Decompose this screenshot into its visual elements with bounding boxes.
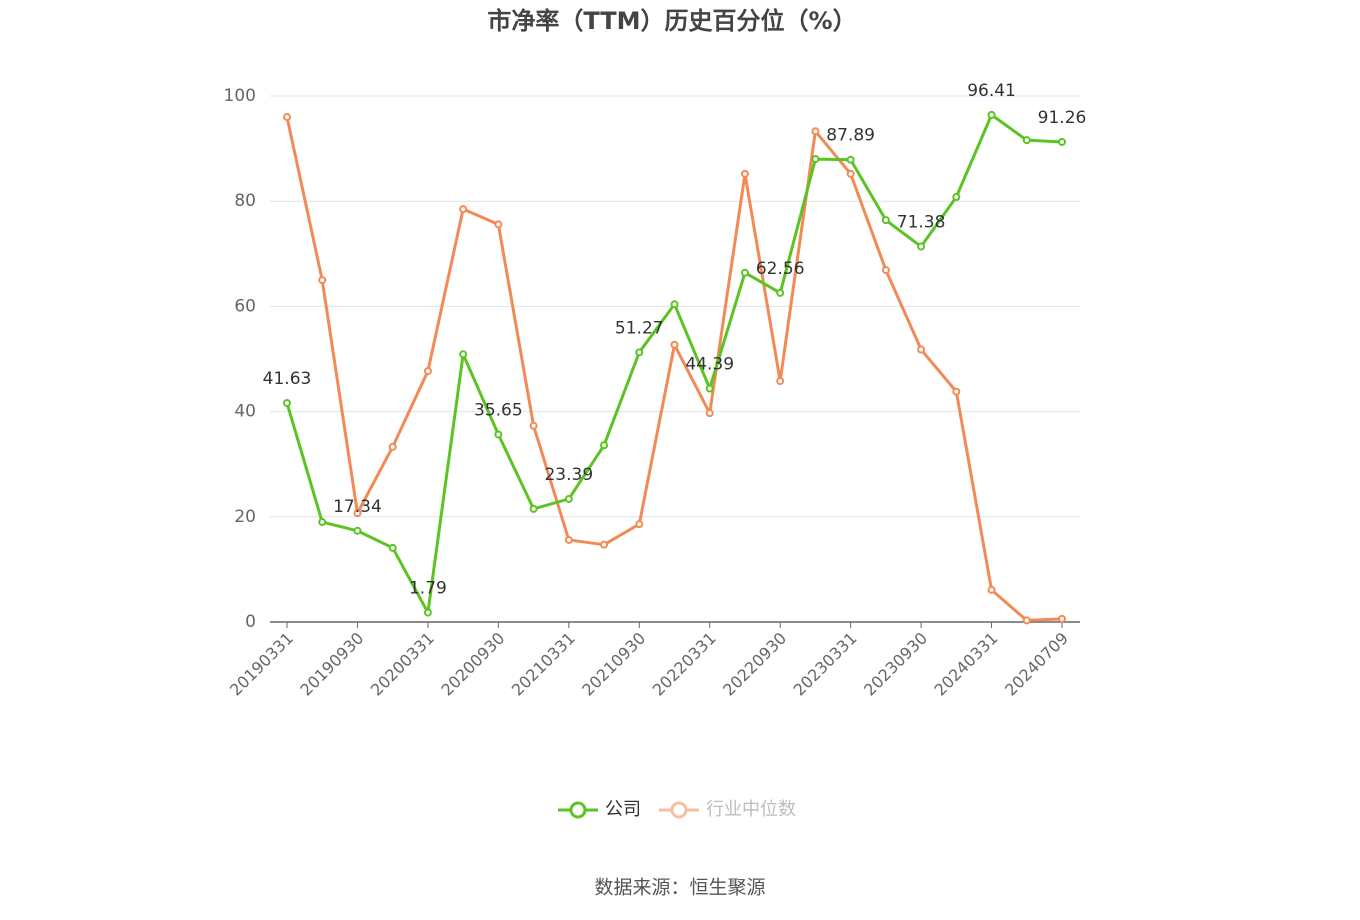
data-point — [459, 350, 468, 359]
data-label: 41.63 — [263, 369, 312, 389]
data-label: 71.38 — [897, 213, 946, 233]
x-tick-label: 20210930 — [578, 629, 649, 700]
data-label: 17.34 — [333, 497, 382, 517]
data-point — [670, 300, 679, 309]
data-point — [952, 192, 961, 201]
data-point — [353, 509, 362, 518]
x-tick-label: 20240331 — [931, 629, 1002, 700]
data-point — [917, 242, 926, 251]
data-point — [564, 494, 573, 503]
legend-item: 公司 — [558, 799, 641, 820]
data-point — [846, 155, 855, 164]
data-point — [494, 220, 503, 229]
series-line — [285, 113, 1063, 615]
x-tick-label: 20210331 — [508, 629, 579, 700]
x-tick-label: 20220930 — [719, 629, 790, 700]
data-point — [952, 387, 961, 396]
data-point — [846, 169, 855, 178]
x-tick-label: 20190930 — [296, 629, 367, 700]
data-point — [459, 205, 468, 214]
data-label: 96.41 — [967, 81, 1016, 101]
legend-marker — [569, 801, 587, 819]
data-point — [353, 526, 362, 535]
x-tick-label: 20200331 — [367, 629, 438, 700]
y-tick-label: 80 — [234, 191, 256, 211]
data-point — [987, 110, 996, 119]
data-label: 62.56 — [756, 259, 805, 279]
data-point — [740, 268, 749, 277]
data-label: 91.26 — [1038, 108, 1087, 128]
data-point — [318, 518, 327, 527]
data-point — [811, 127, 820, 136]
data-label: 87.89 — [826, 126, 875, 146]
data-point — [811, 155, 820, 164]
data-point — [670, 340, 679, 349]
y-tick-label: 100 — [224, 86, 256, 106]
data-point — [1058, 137, 1066, 146]
data-label: 51.27 — [615, 318, 664, 338]
data-point — [423, 367, 432, 376]
x-tick-label: 20240709 — [1001, 629, 1072, 700]
legend-item: 行业中位数 — [659, 799, 796, 820]
data-point — [776, 377, 785, 386]
chart-title: 市净率（TTM）历史百分位（%） — [487, 7, 856, 35]
y-tick-label: 40 — [234, 402, 256, 422]
y-tick-label: 20 — [234, 507, 256, 527]
data-point — [635, 348, 644, 357]
data-point — [600, 540, 609, 549]
data-label: 1.79 — [409, 579, 447, 599]
data-point — [564, 535, 573, 544]
data-point — [388, 543, 397, 552]
data-point — [917, 345, 926, 354]
data-point — [881, 216, 890, 225]
x-tick-label: 20190331 — [226, 629, 297, 700]
data-point — [1058, 614, 1066, 623]
data-point — [529, 504, 538, 513]
x-tick-label: 20230930 — [860, 629, 931, 700]
y-tick-label: 60 — [234, 296, 256, 316]
legend-marker — [670, 801, 688, 819]
data-point — [318, 276, 327, 285]
x-tick-label: 20200930 — [437, 629, 508, 700]
data-point — [987, 585, 996, 594]
data-point — [283, 113, 291, 122]
data-point — [494, 430, 503, 439]
y-tick-label: 0 — [245, 612, 256, 632]
data-point — [1022, 136, 1031, 145]
legend-label: 公司 — [605, 799, 641, 820]
data-point — [881, 266, 890, 275]
data-point — [705, 409, 714, 418]
data-point — [600, 441, 609, 450]
data-point — [1022, 616, 1031, 625]
data-label: 23.39 — [544, 465, 593, 485]
data-point — [635, 520, 644, 529]
data-label: 44.39 — [685, 355, 734, 375]
data-point — [423, 608, 432, 617]
data-point — [388, 442, 397, 451]
legend-label: 行业中位数 — [706, 799, 796, 820]
series-line — [285, 116, 1063, 622]
data-point — [705, 384, 714, 393]
x-tick-label: 20230331 — [790, 629, 861, 700]
data-point — [776, 288, 785, 297]
data-point — [283, 399, 291, 408]
x-tick-label: 20220331 — [649, 629, 720, 700]
data-label: 35.65 — [474, 400, 523, 420]
source-note: 数据来源：恒生聚源 — [594, 877, 765, 899]
data-point — [529, 421, 538, 430]
data-point — [740, 169, 749, 178]
